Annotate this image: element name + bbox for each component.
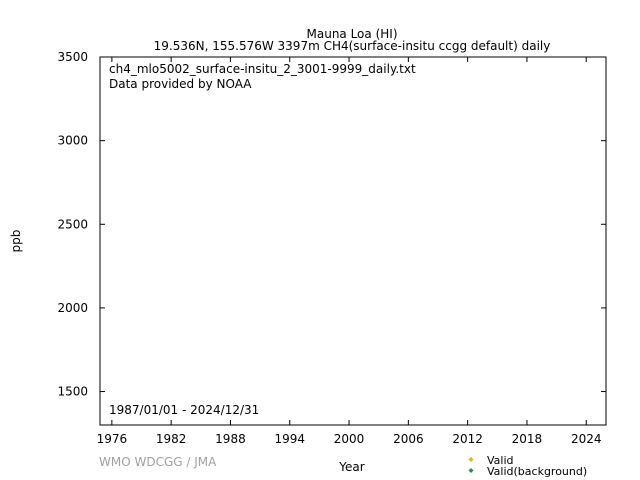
y-tick-label: 2500 [57, 217, 88, 231]
y-tick-label: 3500 [57, 50, 88, 64]
legend-label-background: Valid(background) [487, 465, 587, 478]
legend: Valid Valid(background) [468, 454, 587, 478]
x-axis-label: Year [338, 460, 364, 474]
legend-marker-valid [468, 457, 474, 462]
x-tick-label: 2018 [512, 432, 543, 446]
x-tick-label: 1982 [156, 432, 187, 446]
data-provider: Data provided by NOAA [109, 77, 252, 91]
y-axis-ticks: 1500 2000 2500 3000 3500 [57, 50, 606, 399]
y-tick-label: 2000 [57, 301, 88, 315]
x-tick-label: 2012 [452, 432, 483, 446]
data-points [225, 0, 591, 361]
x-tick-label: 1976 [97, 432, 128, 446]
x-axis-ticks: 1976 1982 1988 1994 2000 2006 2012 2018 2024 [97, 57, 602, 446]
x-tick-label: 1988 [215, 432, 246, 446]
legend-label-valid: Valid [487, 454, 514, 467]
chart-title-station: Mauna Loa (HI) [307, 27, 398, 41]
y-tick-label: 1500 [57, 385, 88, 399]
chart-title-meta: 19.536N, 155.576W 3397m CH4(surface-insi… [154, 39, 551, 53]
x-tick-label: 2000 [334, 432, 365, 446]
plot-frame [99, 56, 607, 426]
x-tick-label: 2024 [571, 432, 602, 446]
data-period: 1987/01/01 - 2024/12/31 [109, 403, 259, 417]
x-tick-label: 1994 [274, 432, 305, 446]
x-tick-label: 2006 [393, 432, 424, 446]
data-filename: ch4_mlo5002_surface-insitu_2_3001-9999_d… [109, 62, 416, 76]
y-axis-label: ppb [9, 230, 23, 253]
wdcgg-credit: WMO WDCGG / JMA [99, 455, 217, 469]
legend-marker-background [468, 468, 474, 473]
y-tick-label: 3000 [57, 134, 88, 148]
